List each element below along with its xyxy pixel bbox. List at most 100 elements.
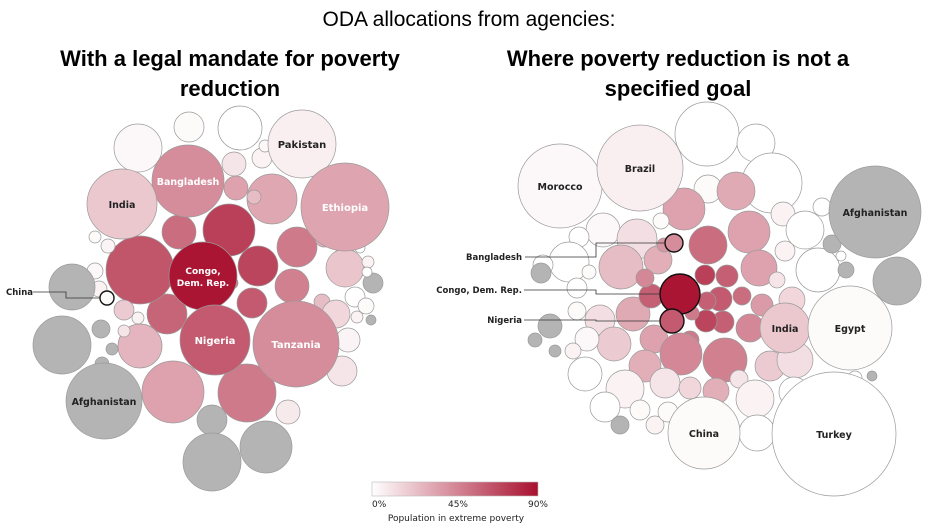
left-label-pakistan: Pakistan xyxy=(278,140,327,151)
left-bubble-43 xyxy=(48,263,96,311)
right-bubble-65 xyxy=(527,332,543,348)
left-bubble-afghanistan xyxy=(65,362,143,440)
left-bubble-45 xyxy=(105,342,119,356)
right-bubble-turkey xyxy=(771,371,897,497)
left-bubble-16 xyxy=(274,268,310,304)
left-bubble-2 xyxy=(217,105,263,151)
legend-title: Population in extreme poverty xyxy=(388,514,525,524)
right-bubble-43 xyxy=(566,277,588,299)
left-label-tanzania: Tanzania xyxy=(271,340,320,351)
right-bubble-76 xyxy=(697,291,717,311)
right-bubble-14 xyxy=(688,225,728,265)
left-label-bangladesh: Bangladesh xyxy=(157,177,220,188)
left-bubble-40 xyxy=(182,432,242,492)
right-label-turkey: Turkey xyxy=(816,430,852,441)
right-bubble-67 xyxy=(822,234,842,254)
right-bubble-60 xyxy=(738,414,776,452)
color-legend: 0% 45% 90% Population in extreme poverty xyxy=(371,481,548,524)
left-bubble-51 xyxy=(365,314,377,326)
left-bubble-ethiopia xyxy=(300,162,390,252)
left-bubble-india xyxy=(86,168,158,240)
right-bubble-brazil xyxy=(596,124,684,212)
left-bubble-1 xyxy=(173,111,205,143)
right-label-congo-dem-rep: Congo, Dem. Rep. xyxy=(436,286,522,296)
right-bubble-66 xyxy=(548,344,562,358)
right-bubble-55 xyxy=(589,391,621,423)
left-label-ethiopia: Ethiopia xyxy=(322,203,368,214)
left-label-india: India xyxy=(109,200,136,211)
left-bubble-3 xyxy=(221,151,247,177)
left-bubble-25 xyxy=(100,238,116,254)
left-bubble-36 xyxy=(217,363,277,423)
left-bubble-39 xyxy=(196,404,228,436)
left-label-congo-line1: Congo, xyxy=(185,267,220,277)
right-bubble-egypt xyxy=(807,285,893,371)
right-bubble-72 xyxy=(866,370,878,382)
right-leader-line-bangladesh xyxy=(525,242,665,258)
right-bubble-57 xyxy=(610,415,630,435)
right-bubble-chart: Morocco Brazil Afghanistan Bangladesh Congo,… xyxy=(436,101,922,497)
right-bubble-4 xyxy=(716,171,756,211)
left-bubble-20 xyxy=(105,235,175,305)
right-bubble-42 xyxy=(581,264,597,280)
right-bubble-32 xyxy=(615,296,651,332)
right-bubble-64 xyxy=(537,313,563,339)
right-bubble-7 xyxy=(652,212,670,230)
left-bubble-12 xyxy=(276,226,318,268)
left-leader-line-china xyxy=(33,291,100,299)
left-bubble-47 xyxy=(131,311,145,325)
left-bubble-19 xyxy=(146,293,188,335)
left-label-china: China xyxy=(6,288,33,298)
left-bubble-15 xyxy=(237,245,279,287)
left-bubble-21 xyxy=(113,299,135,321)
right-label-india: India xyxy=(772,324,799,335)
main-title: ODA allocations from agencies: xyxy=(322,8,616,31)
right-bubble-44 xyxy=(567,301,587,321)
left-bubble-0 xyxy=(113,123,163,173)
left-bubble-10 xyxy=(246,189,262,205)
right-bubble-afghanistan xyxy=(828,165,922,259)
right-bubble-56 xyxy=(629,399,651,421)
right-bubble-47 xyxy=(567,356,603,392)
right-label-bangladesh: Bangladesh xyxy=(466,253,522,263)
right-label-china: China xyxy=(689,429,719,440)
right-bubble-8 xyxy=(585,212,621,248)
right-bubble-46 xyxy=(564,342,582,360)
left-bubble-24 xyxy=(88,230,102,244)
right-bubble-63 xyxy=(530,262,552,284)
right-bubble-21 xyxy=(740,249,778,287)
legend-tick-low: 0% xyxy=(372,500,387,510)
left-bubble-37 xyxy=(141,360,205,424)
left-label-congo-line2: Dem. Rep. xyxy=(177,279,229,289)
left-bubble-pakistan xyxy=(267,109,337,179)
left-bubble-nigeria xyxy=(179,304,251,376)
right-bubble-china xyxy=(667,396,741,470)
right-bubble-58 xyxy=(645,415,665,435)
legend-tick-mid: 45% xyxy=(448,500,468,510)
right-bubble-36 xyxy=(659,332,703,376)
right-bubble-23 xyxy=(694,264,716,286)
right-bubble-68 xyxy=(837,261,855,279)
legend-gradient-bar xyxy=(371,481,539,497)
right-label-morocco: Morocco xyxy=(538,182,583,193)
right-leader-line-congo-dem-rep xyxy=(524,289,660,295)
right-bubble-12 xyxy=(598,244,644,290)
left-bubble-32 xyxy=(350,310,364,324)
left-bubble-33 xyxy=(335,327,361,353)
left-bubble-chart: Pakistan Bangladesh India Ethiopia Congo, Dem… xyxy=(6,105,390,492)
left-bubble-6 xyxy=(223,175,249,201)
right-bubble-25 xyxy=(732,286,752,306)
right-bubble-70 xyxy=(872,256,922,306)
left-bubble-42 xyxy=(32,315,92,375)
right-label-brazil: Brazil xyxy=(625,164,655,175)
right-label-nigeria: Nigeria xyxy=(487,316,522,326)
right-bubble-0 xyxy=(674,101,740,167)
right-bubble-49 xyxy=(649,367,681,399)
right-bubble-nigeria xyxy=(659,308,685,334)
right-bubble-17 xyxy=(785,210,825,250)
left-bubble-44 xyxy=(91,319,111,339)
left-label-afghanistan: Afghanistan xyxy=(72,397,137,408)
right-bubble-41 xyxy=(768,271,786,289)
right-bubble-53 xyxy=(735,379,775,419)
